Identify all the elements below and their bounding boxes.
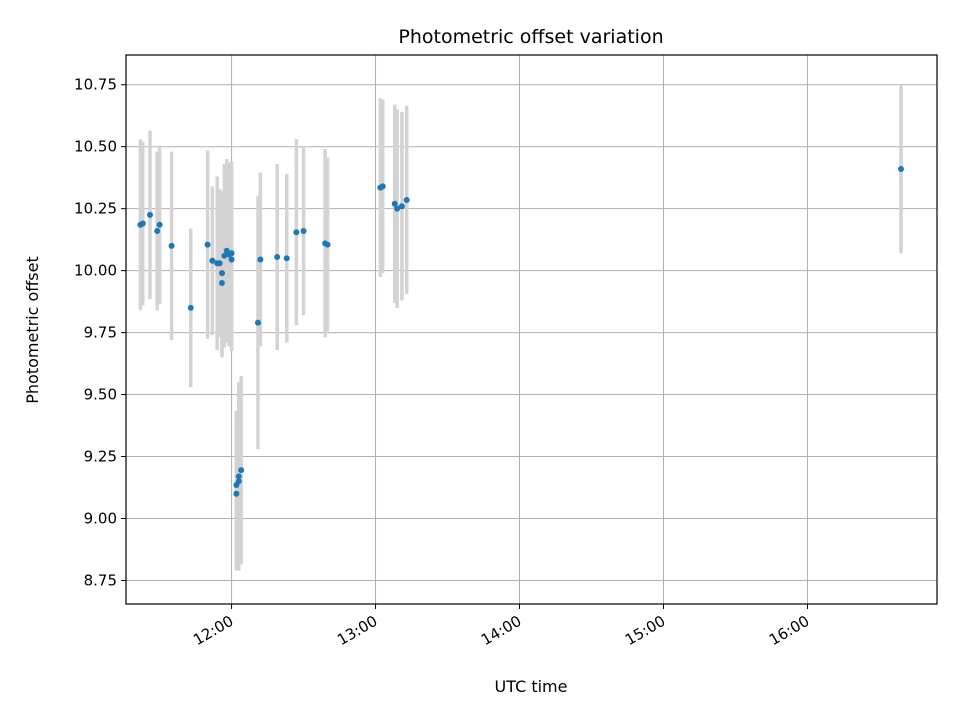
- x-axis-label: UTC time: [495, 677, 568, 696]
- data-point: [300, 227, 307, 234]
- y-tick-label: 8.75: [84, 571, 117, 589]
- data-point: [293, 229, 300, 236]
- data-point: [238, 467, 245, 474]
- y-tick-label: 9.25: [84, 448, 117, 466]
- data-point: [228, 256, 235, 263]
- data-point: [209, 257, 216, 264]
- data-point: [235, 473, 242, 480]
- y-tick-label: 10.75: [74, 76, 117, 94]
- data-point: [221, 252, 228, 259]
- data-point: [254, 319, 261, 326]
- y-tick-label: 10.00: [74, 262, 117, 280]
- y-axis-label: Photometric offset: [23, 256, 42, 404]
- y-tick-label: 9.75: [84, 324, 117, 342]
- data-point: [228, 250, 235, 257]
- data-point: [394, 205, 401, 212]
- data-point: [274, 254, 281, 261]
- data-point: [216, 260, 223, 267]
- data-point: [156, 221, 163, 228]
- data-point: [257, 256, 264, 263]
- data-point: [168, 242, 175, 249]
- data-point: [233, 490, 240, 497]
- data-point: [146, 211, 153, 218]
- data-point: [398, 203, 405, 210]
- data-point: [324, 241, 331, 248]
- data-points: [137, 166, 905, 497]
- data-point: [218, 280, 225, 287]
- data-point: [898, 166, 905, 173]
- data-point: [187, 304, 194, 311]
- data-point: [403, 196, 410, 203]
- data-point: [154, 227, 161, 234]
- y-tick-label: 10.25: [74, 200, 117, 218]
- data-point: [139, 220, 146, 227]
- y-tick-label: 9.50: [84, 386, 117, 404]
- data-point: [391, 200, 398, 207]
- data-point: [283, 255, 290, 262]
- data-point: [218, 270, 225, 277]
- data-point: [235, 478, 242, 485]
- data-point: [379, 183, 386, 190]
- chart-title: Photometric offset variation: [398, 26, 663, 48]
- y-axis-ticks: 8.75 9.00 9.25 9.50 9.75 10.00 10.25 10.50 10.75: [74, 76, 126, 589]
- y-tick-label: 9.00: [84, 509, 117, 527]
- plot-frame: [125, 54, 938, 605]
- y-tick-label: 10.50: [74, 138, 117, 156]
- data-point: [204, 241, 211, 248]
